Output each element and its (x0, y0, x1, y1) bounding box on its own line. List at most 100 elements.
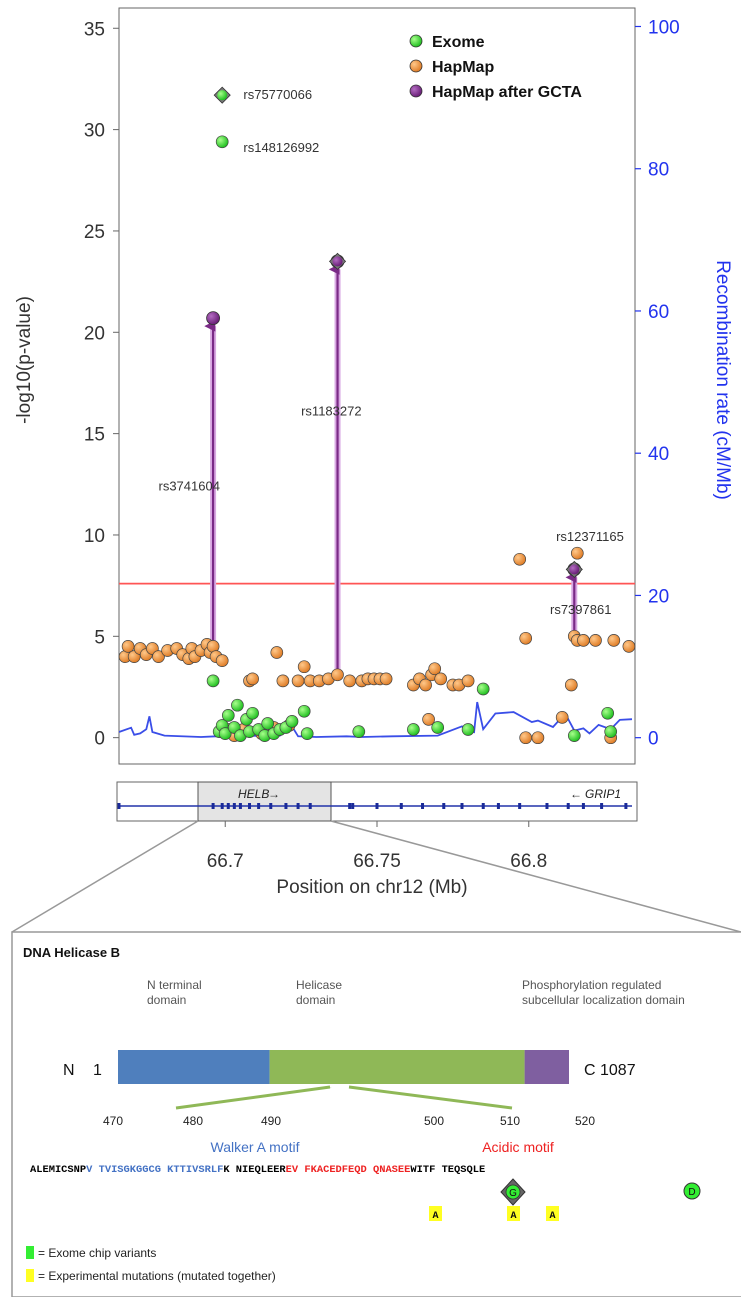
y-tick-label: 5 (94, 627, 105, 648)
exon-mark (581, 803, 585, 809)
exome-point (246, 706, 259, 720)
sequence-segment: EV FKACEDFEQD QNASEE (286, 1164, 411, 1176)
sequence-segment: K NIEQLEER (223, 1164, 286, 1176)
snp-label: rs12371165 (556, 529, 624, 544)
snp-label: rs1183272 (301, 403, 361, 418)
residue-number: 480 (183, 1114, 203, 1128)
hapmap-point (297, 660, 311, 674)
exome-point (431, 721, 445, 734)
y-tick-label: 0 (94, 729, 105, 750)
x-axis: 66.7 66.75 66.8 (207, 821, 547, 872)
hapmap-point (270, 646, 284, 659)
protein-sequence: ALEMICSNPV TVISGKGGCG KTTIVSRLFK NIEQLEE… (30, 1164, 485, 1176)
exon-mark (624, 803, 628, 809)
exon-mark (442, 803, 446, 809)
sequence-segment: V TVISGKGGCG KTTIVSRLF (86, 1164, 223, 1176)
exon-mark (348, 803, 352, 809)
exon-mark (226, 803, 230, 809)
exome-point (231, 698, 244, 712)
domain-label-phospho: Phosphorylation regulated subcellular loc… (522, 978, 685, 1007)
exon-mark (220, 803, 224, 809)
gene-arrow-grip1: ← (570, 787, 582, 801)
protein-panel: DNA Helicase B N terminal domain Helicase… (11, 931, 741, 1297)
exon-mark (545, 803, 549, 809)
hapmap-point (461, 674, 475, 688)
exome-variant-d-circle (683, 1182, 701, 1200)
exome-point (285, 715, 299, 728)
exome-point (217, 90, 228, 101)
hapmap-point (343, 674, 357, 688)
y-axis-label: -log10(p-value) (14, 296, 35, 424)
gcta-point (332, 256, 343, 267)
legend: Exome HapMap HapMap after GCTA (409, 34, 582, 101)
x-tick-label: 66.8 (510, 851, 547, 872)
exome-point (601, 706, 615, 720)
exome-variant-d-letter: D (688, 1187, 695, 1198)
arrow-layer (204, 263, 578, 675)
hapmap-point (519, 731, 533, 745)
exon-mark (496, 803, 500, 809)
gcta-point (206, 311, 221, 326)
exon-mark (238, 803, 242, 809)
legend-gcta-label: HapMap after GCTA (432, 84, 582, 101)
snp-label: rs148126992 (243, 140, 319, 155)
recombination-layer (118, 701, 633, 738)
y-axis-right: 0 20 40 60 80 100 (635, 17, 680, 750)
gene-label-grip1: GRIP1 (585, 787, 621, 801)
experimental-mutation-3-letter: A (549, 1211, 555, 1222)
y-tick-label: 35 (84, 19, 105, 40)
exon-mark (308, 803, 312, 809)
legend-gcta-marker (409, 84, 423, 98)
exome-point (215, 135, 229, 149)
hapmap-point (121, 640, 135, 653)
hapmap-point (434, 672, 448, 686)
exon-mark (211, 803, 215, 809)
y-axis-right-label: Recombination rate (cM/Mb) (712, 260, 733, 500)
exome-point (476, 682, 490, 696)
exome-point (297, 704, 311, 718)
protein-domain (118, 1050, 270, 1084)
experimental-mutation-3: A (546, 1206, 559, 1222)
snp-label: rs75770066 (243, 87, 312, 102)
gene-label-helb: HELB (238, 787, 269, 801)
residue-numbers: 470 480 490 500 510 520 (103, 1114, 595, 1128)
exon-layer (117, 803, 628, 809)
x-axis-label: Position on chr12 (Mb) (276, 877, 467, 898)
exome-point (300, 727, 314, 740)
legend-hapmap-marker (409, 59, 423, 73)
helb-highlight-box (197, 781, 332, 822)
hapmap-point (419, 678, 432, 692)
domain-label-helicase: Helicase domain (296, 978, 342, 1007)
exome-point (407, 723, 420, 736)
legend-exome-swatch (26, 1246, 34, 1259)
recombination-rate-line (118, 701, 633, 738)
hapmap-point (607, 634, 621, 647)
snp-label: rs3741604 (159, 478, 220, 493)
exome-variant-g-letter: G (509, 1188, 517, 1199)
hapmap-point (379, 672, 393, 686)
protein-panel-frame (11, 931, 741, 1297)
exome-variant-g: G (500, 1178, 526, 1206)
experimental-mutation-2: A (507, 1206, 520, 1222)
gene-track: HELB → ← GRIP1 (116, 781, 638, 822)
exon-mark (296, 803, 300, 809)
residue-number: 500 (424, 1114, 444, 1128)
residue-number: 490 (261, 1114, 281, 1128)
exon-mark (481, 803, 485, 809)
hapmap-point (428, 662, 442, 676)
zoom-line-left (11, 820, 199, 933)
exome-point (461, 723, 475, 736)
exome-point (206, 674, 220, 688)
legend-exome-chip-text: = Exome chip variants (38, 1246, 156, 1260)
legend-exome-marker (409, 34, 423, 48)
exome-variant-d: D (683, 1182, 701, 1200)
hapmap-point (152, 650, 165, 663)
annotation-layer: rs75770066 rs148126992 rs3741604 rs1183272 r… (159, 87, 624, 617)
hapmap-point (577, 634, 590, 647)
walker-a-motif-label: Walker A motif (211, 1139, 300, 1155)
legend-hapmap-label: HapMap (432, 59, 494, 76)
hapmap-point (570, 546, 584, 560)
y-right-tick-label: 60 (648, 302, 669, 323)
y-right-tick-label: 40 (648, 444, 669, 465)
